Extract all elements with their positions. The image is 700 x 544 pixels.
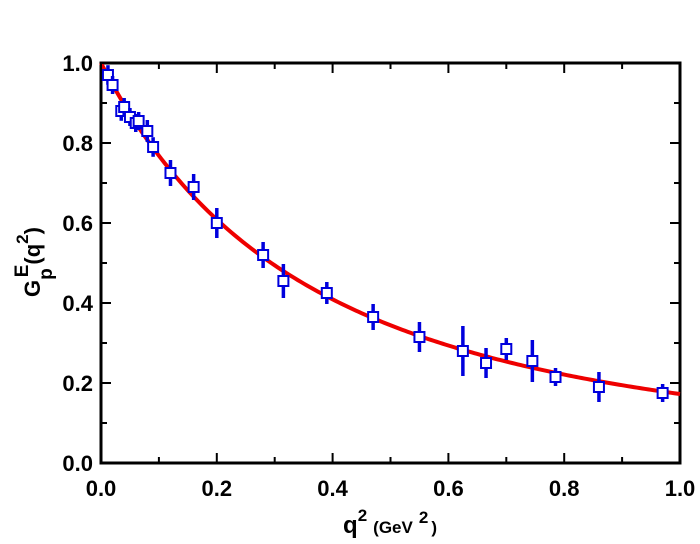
x-tick-label: 0.2: [202, 476, 233, 501]
fit-curve: [99, 62, 681, 397]
data-point: [106, 79, 119, 91]
y-tick-label: 0.8: [62, 131, 93, 156]
x-tick-label: 0.4: [317, 476, 348, 501]
y-tick-label: 1.0: [62, 51, 93, 76]
y-tick-label: 0.4: [62, 291, 93, 316]
curve-layer: [99, 62, 681, 397]
data-point: [456, 345, 469, 357]
x-tick-label: 0.8: [549, 476, 580, 501]
x-tick-label: 0.6: [433, 476, 464, 501]
plot-frame: [99, 61, 682, 465]
data-point: [210, 217, 223, 229]
data-point: [480, 357, 493, 369]
data-point: [132, 115, 145, 127]
plot-area: [99, 61, 682, 465]
data-point: [413, 331, 426, 343]
data-point: [526, 355, 539, 367]
y-tick-label: 0.0: [62, 451, 93, 476]
data-point: [277, 275, 290, 287]
data-point: [187, 181, 200, 193]
data-point: [141, 125, 154, 137]
data-point: [118, 101, 131, 113]
x-axis-label: q2(GeV2): [343, 506, 437, 539]
data-point: [500, 343, 513, 355]
y-tick-label: 0.2: [62, 371, 93, 396]
data-point: [147, 141, 160, 153]
data-point: [656, 387, 669, 399]
y-axis-label: GpE(q2): [12, 227, 57, 297]
x-tick-label: 1.0: [665, 476, 696, 501]
data-points: [101, 65, 669, 402]
data-point: [549, 371, 562, 383]
data-point: [164, 167, 177, 179]
data-point: [320, 287, 333, 299]
axis-ticks: 0.0 0.2 0.4 0.6 0.8 1.0 0.0 0.2 0.4 0.6 0.8 1.0: [62, 51, 695, 501]
y-tick-label: 0.6: [62, 211, 93, 236]
x-tick-label: 0.0: [86, 476, 117, 501]
data-point: [367, 311, 380, 323]
data-point: [257, 249, 270, 261]
data-point: [592, 381, 605, 393]
